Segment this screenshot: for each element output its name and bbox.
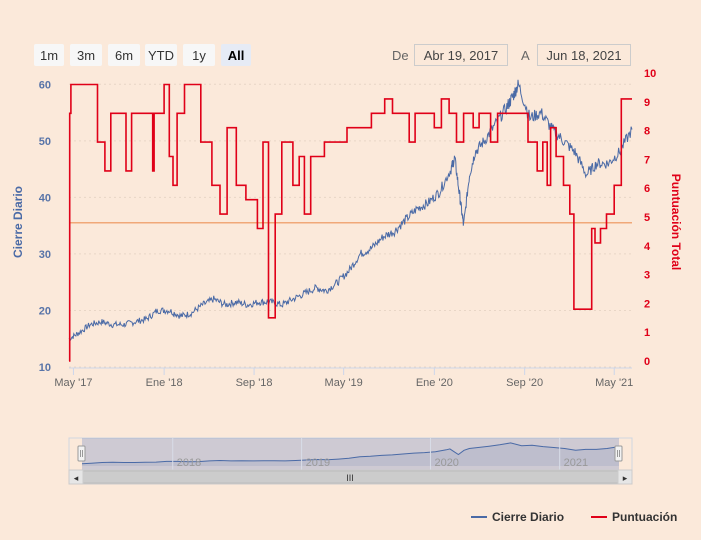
grid-lines — [69, 83, 632, 368]
to-date-label: A — [521, 48, 530, 63]
y-axis-right-title: Puntuación Total — [669, 174, 683, 270]
legend-item-puntuacion[interactable]: Puntuación — [591, 510, 677, 524]
legend-label-cierre-diario: Cierre Diario — [492, 510, 564, 524]
navigator-year-label: 2021 — [564, 457, 588, 469]
y-right-tick-label: 3 — [644, 270, 650, 282]
navigator-mask[interactable] — [82, 438, 619, 470]
scrollbar[interactable]: III ◂ ▸ — [68, 469, 633, 485]
x-tick-label: Ene '18 — [146, 377, 183, 389]
legend: Cierre Diario Puntuación — [471, 510, 677, 524]
navigator-line — [81, 442, 620, 465]
legend-item-cierre-diario[interactable]: Cierre Diario — [471, 510, 564, 524]
range-1y-button[interactable]: 1y — [183, 44, 215, 66]
series-cierre-diario — [68, 79, 633, 342]
y-right-tick-label: 10 — [644, 68, 656, 80]
y-right-tick-label: 1 — [644, 327, 650, 339]
x-tick-label: May '19 — [325, 377, 363, 389]
scrollbar-right-arrow-icon: ▸ — [623, 473, 628, 483]
navigator-year-label: 2018 — [177, 457, 201, 469]
navigator-series — [81, 442, 620, 466]
scrollbar-grip: III — [346, 473, 354, 483]
x-tick-label: May '17 — [54, 377, 92, 389]
from-date-label: De — [392, 48, 409, 63]
range-ytd-button[interactable]: YTD — [145, 44, 177, 66]
y-right-tick-label: 9 — [644, 97, 650, 109]
x-tick-label: May '21 — [595, 377, 633, 389]
from-date-input[interactable] — [414, 44, 508, 66]
y-left-tick-label: 50 — [39, 136, 51, 148]
y-left-tick-label: 10 — [39, 362, 51, 374]
range-all-button[interactable]: All — [221, 44, 251, 66]
puntuacion-line — [68, 83, 632, 362]
scrollbar-left-arrow-icon: ◂ — [74, 473, 79, 483]
to-date-input[interactable] — [537, 44, 631, 66]
cierre-diario-line — [68, 79, 633, 342]
y-axis-left-title: Cierre Diario — [11, 186, 25, 258]
y-right-tick-label: 4 — [644, 241, 651, 253]
navigator-labels: 2018 2019 2020 2021 — [172, 438, 588, 470]
y-left-tick-label: 20 — [39, 305, 51, 317]
range-1m-button[interactable]: 1m — [34, 44, 64, 66]
x-tick-label: Sep '18 — [236, 377, 273, 389]
scrollbar-right-arrow[interactable] — [617, 469, 633, 485]
legend-label-puntuacion: Puntuación — [612, 510, 677, 524]
navigator-year-label: 2019 — [306, 457, 330, 469]
range-6m-button[interactable]: 6m — [108, 44, 140, 66]
y-left-tick-label: 60 — [39, 79, 51, 91]
y-right-tick-label: 5 — [644, 212, 650, 224]
y-right-tick-label: 8 — [644, 126, 650, 138]
x-tick-label: Ene '20 — [416, 377, 453, 389]
y-right-tick-label: 6 — [644, 183, 650, 195]
navigator-right-handle[interactable] — [614, 445, 623, 462]
y-left-tick-label: 30 — [39, 249, 51, 261]
navigator-area — [82, 442, 619, 466]
range-3m-button[interactable]: 3m — [70, 44, 102, 66]
y-left-tick-label: 40 — [39, 192, 51, 204]
navigator-left-handle[interactable] — [77, 445, 86, 462]
x-tick-label: Sep '20 — [506, 377, 543, 389]
y-right-tick-label: 0 — [644, 356, 650, 368]
navigator[interactable]: 2018 2019 2020 2021 — [68, 437, 633, 471]
y-right-tick-label: 2 — [644, 298, 650, 310]
navigator-year-label: 2020 — [434, 457, 458, 469]
y-right-tick-label: 7 — [644, 154, 650, 166]
series-puntuacion — [68, 83, 632, 362]
scrollbar-left-arrow[interactable] — [68, 469, 84, 485]
